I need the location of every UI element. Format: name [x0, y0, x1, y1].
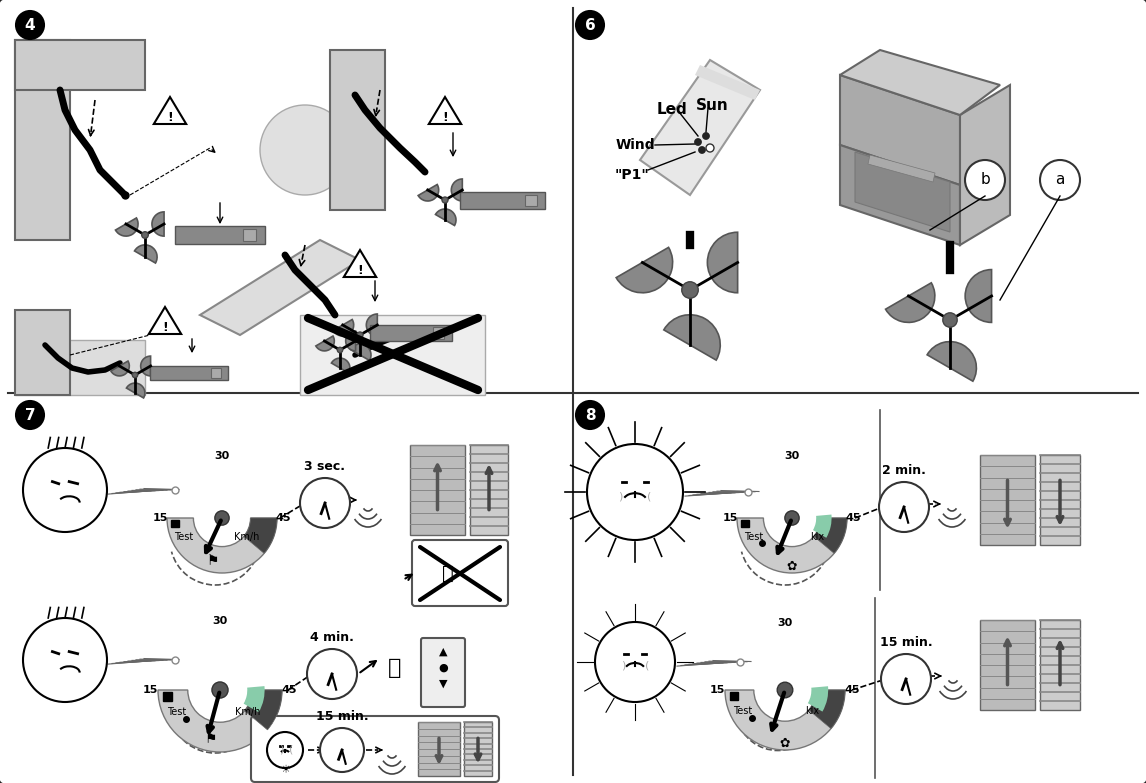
Wedge shape	[927, 341, 976, 381]
Circle shape	[694, 139, 701, 146]
Circle shape	[576, 401, 604, 429]
Bar	[418, 722, 460, 776]
Bar	[464, 722, 492, 776]
FancyBboxPatch shape	[251, 716, 499, 782]
Polygon shape	[840, 50, 1000, 115]
Text: !: !	[442, 111, 448, 124]
Wedge shape	[333, 319, 354, 336]
Bar	[730, 692, 738, 700]
Text: 2 min.: 2 min.	[882, 464, 926, 477]
Circle shape	[132, 372, 138, 377]
Text: Test: Test	[167, 707, 186, 716]
Wedge shape	[244, 686, 265, 713]
Circle shape	[595, 622, 675, 702]
Text: 15: 15	[143, 685, 158, 695]
Wedge shape	[452, 179, 462, 201]
Circle shape	[260, 105, 350, 195]
Text: 30: 30	[214, 452, 229, 461]
Circle shape	[358, 332, 363, 338]
Wedge shape	[316, 336, 335, 351]
Bar	[1041, 455, 1080, 545]
Wedge shape	[158, 690, 282, 752]
Text: 15 min.: 15 min.	[315, 710, 368, 723]
Circle shape	[320, 728, 364, 772]
Bar	[15, 40, 70, 240]
Bar	[470, 445, 508, 535]
Bar	[243, 229, 256, 241]
Text: ): )	[618, 491, 622, 501]
FancyBboxPatch shape	[421, 638, 465, 707]
Wedge shape	[126, 383, 144, 398]
Text: 45: 45	[846, 513, 862, 523]
Circle shape	[965, 160, 1005, 200]
Circle shape	[785, 511, 799, 525]
Text: ): )	[278, 745, 283, 755]
Bar	[410, 445, 465, 535]
Bar	[525, 194, 536, 207]
Circle shape	[777, 682, 793, 698]
Polygon shape	[855, 152, 950, 232]
Text: Test: Test	[174, 532, 194, 543]
Circle shape	[1041, 160, 1080, 200]
Circle shape	[23, 448, 107, 532]
Wedge shape	[346, 331, 355, 351]
Text: "P1": "P1"	[614, 168, 650, 182]
Polygon shape	[694, 65, 760, 100]
Polygon shape	[429, 97, 461, 124]
Text: (: (	[290, 745, 293, 755]
Text: 30: 30	[777, 618, 793, 628]
Circle shape	[943, 312, 957, 327]
Text: ▲: ▲	[439, 647, 447, 657]
Circle shape	[337, 348, 343, 352]
Circle shape	[879, 482, 929, 532]
Wedge shape	[367, 314, 377, 336]
Text: 6: 6	[584, 17, 596, 33]
Text: ✿: ✿	[779, 737, 791, 750]
Text: 15: 15	[152, 513, 168, 523]
Wedge shape	[141, 356, 150, 376]
Text: ●: ●	[438, 663, 448, 673]
Text: 45: 45	[276, 513, 291, 523]
Wedge shape	[725, 690, 845, 750]
Wedge shape	[737, 518, 847, 573]
Wedge shape	[152, 212, 164, 236]
Text: 8: 8	[584, 407, 595, 423]
Text: a: a	[1055, 172, 1065, 187]
Polygon shape	[154, 97, 186, 124]
Text: Led: Led	[657, 103, 688, 117]
Bar	[330, 50, 385, 210]
Polygon shape	[840, 75, 960, 185]
Wedge shape	[331, 358, 350, 373]
Text: ✋: ✋	[442, 564, 454, 583]
Text: 30: 30	[212, 615, 228, 626]
Text: 15: 15	[711, 685, 725, 695]
Text: 4: 4	[25, 17, 36, 33]
Circle shape	[587, 444, 683, 540]
Circle shape	[16, 11, 44, 39]
Wedge shape	[167, 518, 277, 573]
Text: Km/h: Km/h	[234, 532, 259, 543]
Wedge shape	[245, 690, 282, 730]
Text: Km/h: Km/h	[235, 707, 260, 716]
Circle shape	[576, 11, 604, 39]
Bar	[460, 192, 545, 209]
Text: Sun: Sun	[696, 98, 729, 113]
Text: ): )	[621, 660, 626, 670]
Circle shape	[142, 232, 148, 238]
Wedge shape	[664, 315, 720, 360]
Circle shape	[699, 146, 706, 153]
Wedge shape	[617, 247, 673, 293]
Bar	[15, 310, 70, 395]
Text: !: !	[358, 264, 363, 277]
Circle shape	[442, 197, 448, 203]
Circle shape	[307, 649, 358, 699]
Text: 3 sec.: 3 sec.	[305, 460, 345, 473]
Polygon shape	[344, 250, 376, 277]
Bar	[1041, 620, 1080, 710]
Polygon shape	[201, 240, 360, 335]
Wedge shape	[418, 185, 439, 201]
Text: 15 min.: 15 min.	[880, 636, 933, 649]
Polygon shape	[639, 60, 760, 195]
Polygon shape	[149, 307, 181, 334]
